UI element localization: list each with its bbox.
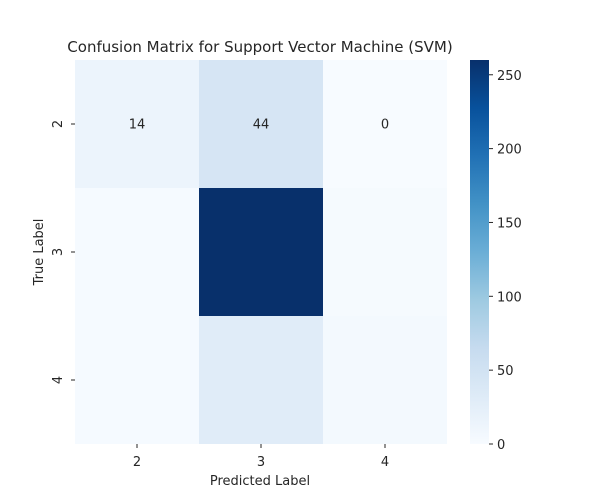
cell-value-label: 0	[381, 118, 389, 133]
x-axis-label: Predicted Label	[210, 474, 310, 489]
x-tick-label: 4	[381, 455, 389, 470]
colorbar-tick-label: 100	[497, 290, 522, 305]
y-axis-label: True Label	[32, 219, 47, 287]
heatmap-cell	[75, 316, 199, 444]
heatmap-cell	[75, 60, 199, 188]
x-tick-label: 2	[133, 455, 141, 470]
colorbar-tick-label: 50	[497, 364, 514, 379]
colorbar-gradient	[470, 60, 489, 444]
heatmap-cell	[323, 60, 447, 188]
heatmap-cell	[323, 316, 447, 444]
heatmap-cell	[75, 188, 199, 316]
cell-value-label: 14	[129, 118, 146, 133]
heatmap-cell	[199, 188, 323, 316]
y-tick-label: 3	[51, 248, 66, 256]
colorbar-tick-label: 250	[497, 69, 522, 84]
cell-value-label: 44	[253, 118, 270, 133]
heatmap-grid: 14 44 0 2 3 4 2 3 4	[51, 60, 447, 470]
y-tick-label: 2	[51, 120, 66, 128]
y-tick-label: 4	[51, 376, 66, 384]
colorbar-tick-label: 200	[497, 143, 522, 158]
colorbar: 0 50 100 150 200 250	[470, 60, 522, 453]
heatmap-cell	[323, 188, 447, 316]
colorbar-tick-label: 0	[497, 438, 505, 453]
heatmap-cell	[199, 316, 323, 444]
x-tick-label: 3	[257, 455, 265, 470]
heatmap-cell	[199, 60, 323, 188]
colorbar-tick-label: 150	[497, 216, 522, 231]
chart-title: Confusion Matrix for Support Vector Mach…	[67, 38, 452, 56]
